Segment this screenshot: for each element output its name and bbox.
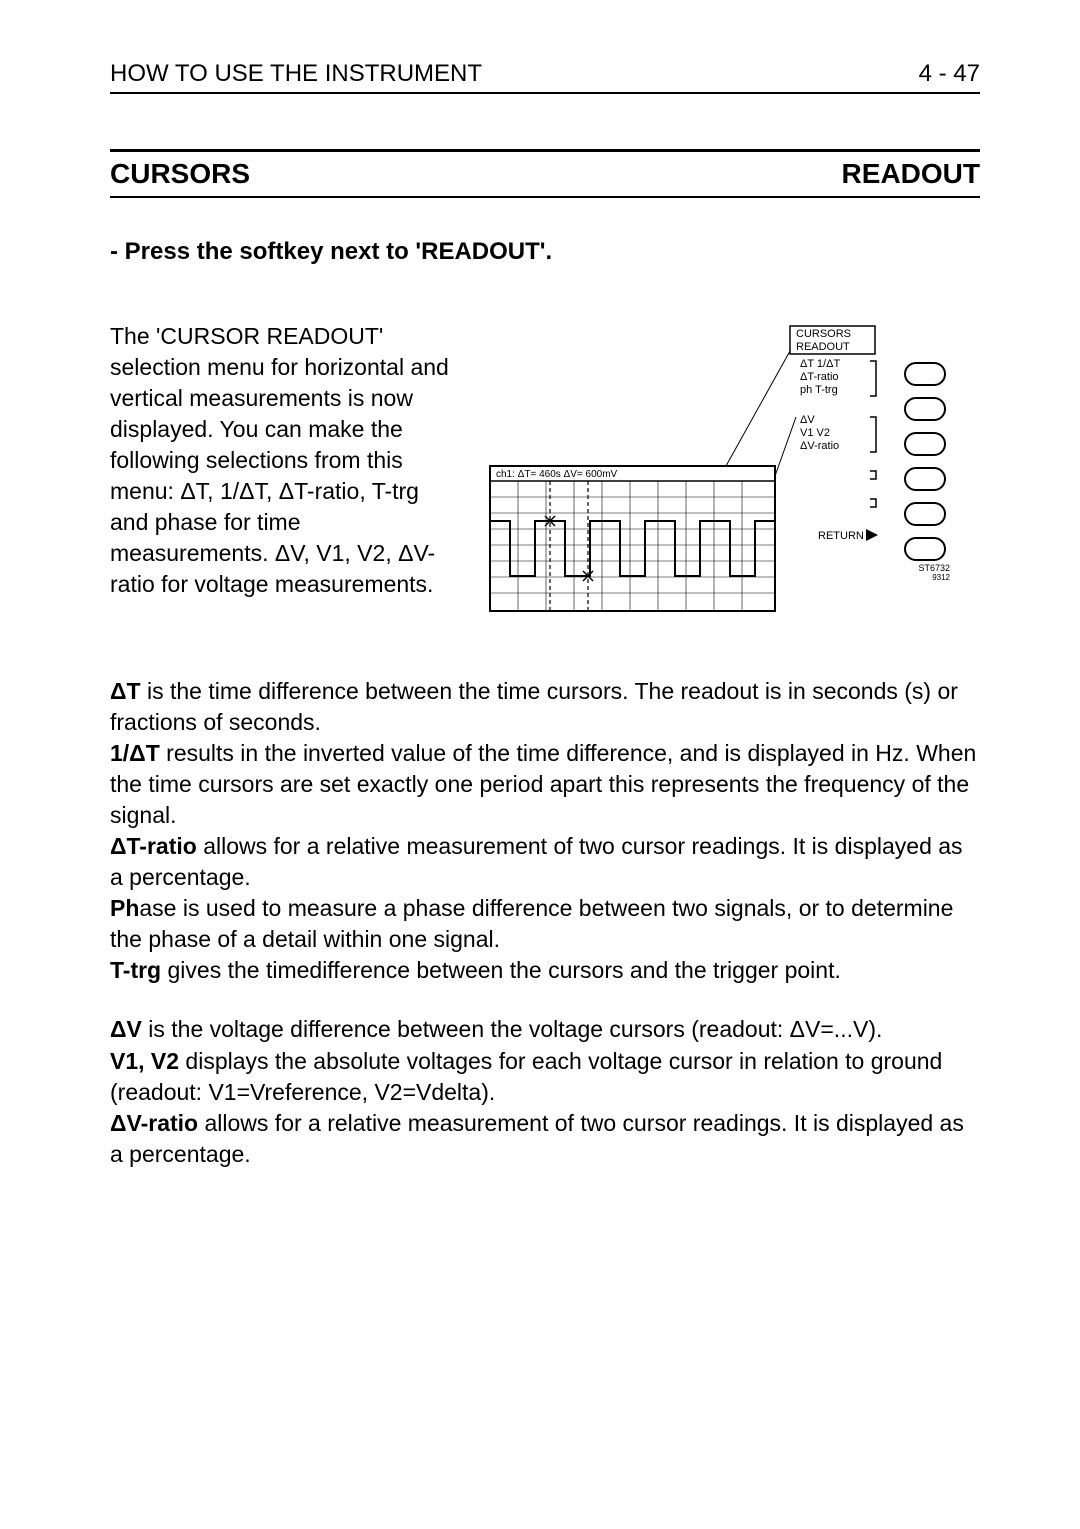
def-ttrg: T-trg gives the timedifference between t… xyxy=(110,955,980,986)
figure-footnote-2: 9312 xyxy=(932,573,950,582)
menu-title-1: CURSORS xyxy=(796,328,851,340)
softkey-3[interactable] xyxy=(905,433,945,455)
softkeys xyxy=(905,363,945,560)
connector-lines xyxy=(726,351,796,476)
def-ph: Phase is used to measure a phase differe… xyxy=(110,893,980,955)
return-arrow-icon xyxy=(866,529,878,541)
softkey-2[interactable] xyxy=(905,398,945,420)
intro-paragraph: The 'CURSOR READOUT' selection menu for … xyxy=(110,321,460,626)
section-left: CURSORS xyxy=(110,158,250,190)
menu-box: CURSORS READOUT ΔT 1/ΔT ΔT-ratio ph T-tr… xyxy=(790,326,878,542)
menu-opt-1: ΔT 1/ΔT xyxy=(800,358,840,370)
softkey-5[interactable] xyxy=(905,503,945,525)
scope-cursors xyxy=(550,481,588,611)
header-right: 4 - 47 xyxy=(919,60,980,88)
menu-opt-6: ΔV-ratio xyxy=(800,440,839,452)
header-left: HOW TO USE THE INSTRUMENT xyxy=(110,60,482,88)
instruction-line: - Press the softkey next to 'READOUT'. xyxy=(110,238,980,266)
page: HOW TO USE THE INSTRUMENT 4 - 47 CURSORS… xyxy=(0,0,1080,1529)
softkey-6[interactable] xyxy=(905,538,945,560)
scope-grid xyxy=(490,481,775,611)
cursor-markers xyxy=(545,516,593,581)
section-header: CURSORS READOUT xyxy=(110,149,980,198)
body-block: The 'CURSOR READOUT' selection menu for … xyxy=(110,321,980,626)
scope-screen: ch1: ΔT= 460s ΔV= 600mV xyxy=(490,351,796,611)
menu-opt-4: ΔV xyxy=(800,414,815,426)
def-dv: ΔV is the voltage difference between the… xyxy=(110,1014,980,1045)
menu-opt-2: ΔT-ratio xyxy=(800,371,839,383)
def-invdt: 1/ΔT results in the inverted value of th… xyxy=(110,738,980,831)
figure-footnote-1: ST6732 xyxy=(918,563,950,573)
def-dt: ΔT is the time difference between the ti… xyxy=(110,676,980,738)
menu-opt-5: V1 V2 xyxy=(800,427,830,439)
def-dtratio: ΔT-ratio allows for a relative measureme… xyxy=(110,831,980,893)
softkey-1[interactable] xyxy=(905,363,945,385)
definitions: ΔT is the time difference between the ti… xyxy=(110,676,980,1170)
menu-title-2: READOUT xyxy=(796,341,850,353)
section-right: READOUT xyxy=(842,158,980,190)
menu-return: RETURN xyxy=(818,530,864,542)
scope-diagram: CURSORS READOUT ΔT 1/ΔT ΔT-ratio ph T-tr… xyxy=(480,321,980,621)
scope-label: ch1: ΔT= 460s ΔV= 600mV xyxy=(496,469,618,480)
figure: CURSORS READOUT ΔT 1/ΔT ΔT-ratio ph T-tr… xyxy=(480,321,980,626)
def-v12: V1, V2 displays the absolute voltages fo… xyxy=(110,1046,980,1108)
softkey-4[interactable] xyxy=(905,468,945,490)
menu-opt-3: ph T-trg xyxy=(800,384,838,396)
def-dvratio: ΔV-ratio allows for a relative measureme… xyxy=(110,1108,980,1170)
page-header: HOW TO USE THE INSTRUMENT 4 - 47 xyxy=(110,60,980,94)
